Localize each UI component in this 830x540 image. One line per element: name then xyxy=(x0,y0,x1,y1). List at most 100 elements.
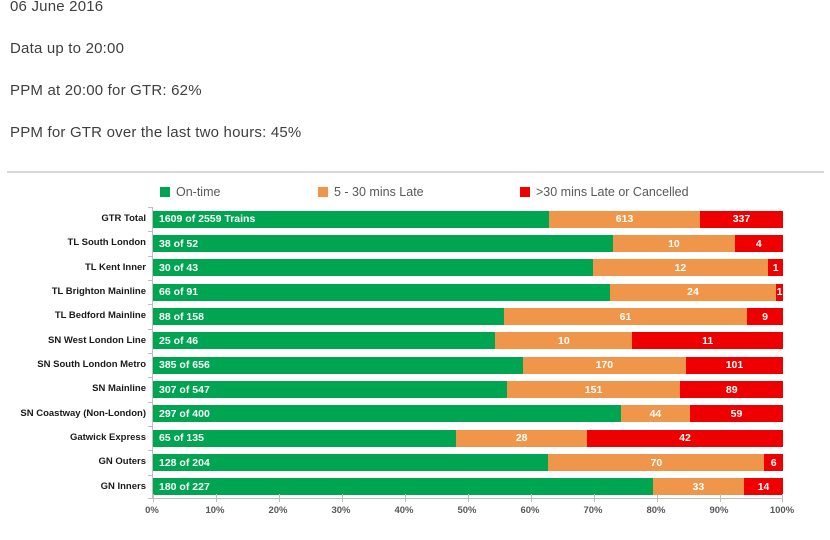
bar-row: 180 of 227 33 14 xyxy=(153,478,783,496)
category-label: Gatwick Express xyxy=(69,432,146,443)
legend-item-very-late: >30 mins Late or Cancelled xyxy=(520,184,689,200)
x-axis-tick xyxy=(531,494,532,502)
bar-row: 385 of 656 170 101 xyxy=(153,356,783,374)
bar-segment-very-late: 1 xyxy=(776,283,783,301)
y-axis-tick xyxy=(148,377,152,379)
x-axis-tick xyxy=(216,494,217,502)
bar-segment-on-time: 88 of 158 xyxy=(153,308,504,325)
bar-segment-late: 151 xyxy=(506,381,681,398)
legend-item-late: 5 - 30 mins Late xyxy=(318,184,424,200)
bar-segment-late: 70 xyxy=(548,454,765,471)
y-axis-tick xyxy=(148,207,152,208)
y-axis-tick xyxy=(148,401,152,403)
chart-legend: On-time 5 - 30 mins Late >30 mins Late o… xyxy=(0,184,830,202)
bar-segment-late: 170 xyxy=(522,356,686,374)
bar-segment-very-late: 89 xyxy=(680,381,783,398)
category-label: TL Brighton Mainline xyxy=(51,286,146,297)
legend-label-very-late: >30 mins Late or Cancelled xyxy=(536,185,689,199)
bar-segment-on-time: 66 of 91 xyxy=(153,283,610,301)
bar-row: 30 of 43 12 1 xyxy=(153,259,783,277)
data-up-to-text: Data up to 20:00 xyxy=(10,40,125,57)
y-axis-tick xyxy=(148,255,152,257)
bar-segment-on-time: 65 of 135 xyxy=(153,429,457,447)
category-label: GTR Total xyxy=(101,213,146,224)
x-axis-tick-label: 30% xyxy=(331,505,351,516)
bar-row: 88 of 158 61 9 xyxy=(153,308,783,325)
very-late-swatch-icon xyxy=(520,187,530,197)
x-axis-tick-label: 80% xyxy=(646,505,666,516)
bar-segment-late: 10 xyxy=(495,332,633,350)
y-axis-tick xyxy=(148,426,152,427)
bar-segment-very-late: 4 xyxy=(734,235,783,252)
x-axis-tick-label: 40% xyxy=(394,505,414,516)
bar-segment-late: 61 xyxy=(503,308,748,325)
bar-row: 25 of 46 10 11 xyxy=(153,332,783,350)
x-axis-tick xyxy=(279,494,280,502)
y-axis-tick xyxy=(148,353,152,354)
y-axis-tick xyxy=(148,231,152,233)
x-axis-tick-label: 90% xyxy=(709,505,729,516)
bar-segment-very-late: 14 xyxy=(744,478,783,496)
bar-segment-late: 12 xyxy=(592,259,769,277)
ppm-stacked-bar-chart: GTR Total TL South London TL Kent Inner TL … xyxy=(0,207,830,537)
bar-segment-very-late: 9 xyxy=(747,308,783,325)
bar-segment-late: 28 xyxy=(456,429,587,447)
bar-segment-very-late: 101 xyxy=(685,356,783,374)
bar-segment-very-late: 11 xyxy=(632,332,783,350)
x-axis-tick-label: 70% xyxy=(583,505,603,516)
x-axis-tick-label: 50% xyxy=(457,505,477,516)
legend-item-on-time: On-time xyxy=(160,184,220,200)
bar-segment-on-time: 180 of 227 xyxy=(153,478,653,496)
legend-label-on-time: On-time xyxy=(176,185,221,199)
report-date: 06 June 2016 xyxy=(10,0,104,15)
bar-row: 66 of 91 24 1 xyxy=(153,283,783,301)
category-label: TL Kent Inner xyxy=(84,261,146,273)
y-axis-tick xyxy=(148,450,152,452)
category-label: TL South London xyxy=(67,237,146,249)
x-axis-tick xyxy=(720,494,721,502)
bar-segment-very-late: 1 xyxy=(768,259,783,277)
bar-row: 65 of 135 28 42 xyxy=(153,429,783,447)
x-axis-tick xyxy=(782,494,783,502)
bar-row: 297 of 400 44 59 xyxy=(153,405,783,423)
x-axis-tick xyxy=(594,494,595,502)
y-axis-tick xyxy=(148,498,152,499)
ppm-two-hours-text: PPM for GTR over the last two hours: 45% xyxy=(10,124,302,141)
bar-segment-very-late: 6 xyxy=(764,454,783,471)
bar-segment-on-time: 307 of 547 xyxy=(153,381,507,398)
x-axis-tick xyxy=(657,494,658,502)
x-axis-tick-label: 60% xyxy=(520,505,540,516)
ppm-now-text: PPM at 20:00 for GTR: 62% xyxy=(10,82,202,99)
category-label: SN West London Line xyxy=(48,334,146,346)
late-swatch-icon xyxy=(318,187,328,197)
y-axis-tick xyxy=(148,304,152,306)
bar-segment-on-time: 1609 of 2559 Trains xyxy=(153,210,550,228)
category-label: SN Mainline xyxy=(92,383,146,395)
bar-segment-late: 44 xyxy=(620,405,691,423)
x-axis-tick xyxy=(153,494,154,502)
category-label: SN Coastway (Non-London) xyxy=(20,407,146,419)
x-axis-tick-label: 20% xyxy=(268,505,288,516)
section-divider xyxy=(7,171,824,173)
bar-segment-very-late: 59 xyxy=(690,405,783,423)
category-labels: GTR Total TL South London TL Kent Inner TL … xyxy=(0,207,146,499)
x-axis-tick xyxy=(405,494,406,502)
x-axis-tick-label: 10% xyxy=(205,505,225,516)
bar-segment-on-time: 128 of 204 xyxy=(153,454,549,471)
bar-segment-on-time: 30 of 43 xyxy=(153,259,593,277)
x-axis-tick xyxy=(342,494,343,502)
bar-segment-on-time: 297 of 400 xyxy=(153,405,621,423)
x-axis-tick xyxy=(468,494,469,502)
bar-row: 1609 of 2559 Trains 613 337 xyxy=(153,210,783,228)
category-label: TL Bedford Mainline xyxy=(54,310,146,322)
on-time-swatch-icon xyxy=(160,187,170,197)
x-axis-tick-label: 100% xyxy=(769,505,795,516)
y-axis-tick xyxy=(148,280,152,281)
bar-row: 38 of 52 10 4 xyxy=(153,235,783,252)
bar-row: 128 of 204 70 6 xyxy=(153,454,783,471)
bar-segment-late: 24 xyxy=(609,283,777,301)
bar-segment-on-time: 38 of 52 xyxy=(153,235,614,252)
bar-segment-very-late: 42 xyxy=(586,429,783,447)
bar-segment-late: 613 xyxy=(549,210,701,228)
